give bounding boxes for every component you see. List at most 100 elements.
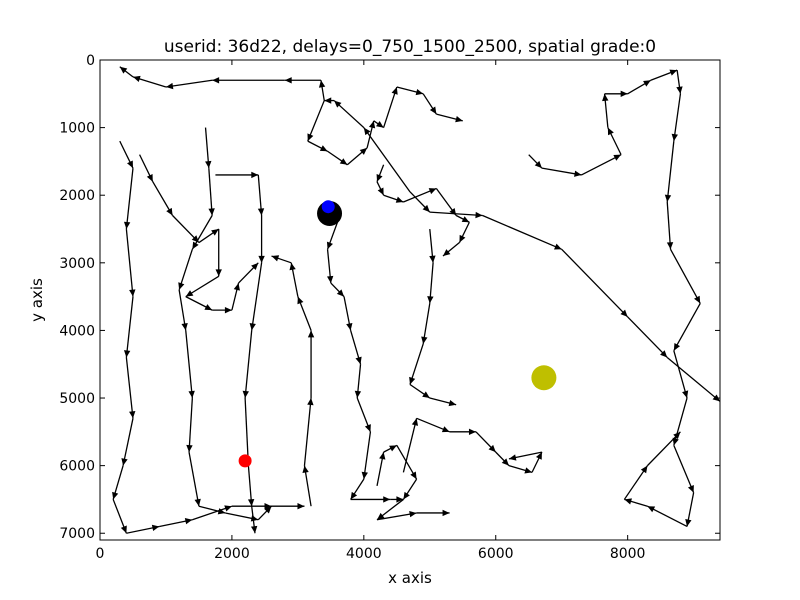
trajectory-arrowhead — [185, 290, 194, 297]
trajectory-segment — [125, 168, 134, 230]
trajectory-arrowhead — [188, 390, 195, 399]
y-tick-label: 0 — [86, 53, 95, 69]
trajectory-arrowhead — [251, 262, 259, 271]
trajectory-arrowhead — [307, 330, 315, 338]
trajectory-arrowhead — [694, 295, 701, 304]
trajectory-arrowhead — [673, 343, 681, 351]
trajectory-arrowhead — [508, 454, 517, 461]
trajectory-arrowhead — [396, 496, 404, 503]
trajectory-segment — [307, 100, 325, 142]
trajectory-segment — [125, 357, 134, 419]
marker-point-blue — [321, 200, 335, 214]
trajectory-arrowhead — [271, 255, 280, 262]
trajectory-segment — [666, 356, 720, 402]
trajectory-arrowhead — [247, 498, 255, 507]
trajectory-arrowhead — [204, 304, 213, 311]
trajectory-arrowhead — [607, 127, 614, 136]
trajectory-arrowhead — [132, 75, 141, 83]
trajectory-arrowhead — [258, 255, 265, 263]
trajectory-segment — [251, 262, 263, 331]
trajectory-segment — [646, 431, 681, 467]
trajectory-arrowhead — [166, 207, 173, 216]
trajectory-segment — [122, 418, 134, 466]
trajectory-arrowhead — [307, 398, 314, 406]
trajectory-arrowhead — [326, 275, 334, 284]
trajectory-arrowhead — [682, 390, 689, 399]
trajectory-arrowhead — [666, 242, 674, 250]
trajectory-segment — [303, 397, 312, 466]
trajectory-arrowhead — [377, 512, 385, 520]
trajectory-segment — [429, 211, 483, 217]
trajectory-arrowhead — [361, 471, 368, 480]
trajectory-arrowhead — [284, 77, 292, 84]
trajectory-arrowhead — [574, 170, 582, 177]
plot-area — [112, 66, 720, 534]
y-tick-label: 6000 — [59, 459, 95, 475]
trajectory-arrowhead — [624, 498, 632, 505]
trajectory-arrowhead — [376, 174, 383, 182]
trajectory-segment — [673, 303, 701, 352]
trajectory-arrowhead — [151, 524, 160, 532]
trajectory-arrowhead — [208, 208, 215, 216]
x-tick-label: 0 — [96, 546, 105, 562]
trajectory-arrowhead — [620, 90, 628, 98]
trajectory-arrowhead — [673, 431, 681, 440]
trajectory-segment — [627, 316, 668, 358]
trajectory-arrowhead — [377, 187, 384, 196]
trajectory-arrowhead — [264, 506, 272, 514]
trajectory-arrowhead — [379, 452, 386, 460]
trajectory-arrowhead — [165, 82, 174, 90]
trajectory-arrowhead — [391, 87, 398, 95]
trajectory-arrowhead — [364, 424, 371, 432]
y-tick-label: 5000 — [59, 391, 95, 407]
y-axis-ticks: 0 1000 2000 3000 4000 5000 6000 7000 — [59, 53, 720, 542]
trajectory-arrowhead — [224, 306, 232, 314]
trajectory-segment — [402, 418, 418, 473]
x-tick-label: 8000 — [610, 546, 646, 562]
trajectory-arrowhead — [368, 120, 376, 129]
trajectory-arrowhead — [403, 491, 410, 500]
trajectory-arrowhead — [448, 399, 457, 407]
trajectory-arrowhead — [363, 127, 371, 136]
trajectory-arrowhead — [383, 496, 391, 503]
trajectory-arrowhead — [251, 171, 259, 179]
trajectory-arrowhead — [129, 411, 136, 419]
trajectory-arrowhead — [178, 282, 185, 290]
trajectory-arrowhead — [676, 86, 683, 94]
x-tick-label: 6000 — [478, 546, 514, 562]
trajectory-arrowhead — [119, 66, 128, 74]
trajectory-arrowhead — [191, 235, 199, 243]
trajectory-arrowhead — [411, 418, 419, 426]
trajectory-arrowhead — [427, 296, 434, 304]
trajectory-arrowhead — [211, 229, 219, 236]
trajectory-arrowhead — [620, 309, 628, 317]
trajectory-segment — [673, 445, 695, 493]
trajectory-segment — [125, 228, 134, 297]
trajectory-arrowhead — [524, 467, 533, 474]
trajectory-segment — [673, 397, 688, 446]
trajectory-segment — [673, 93, 682, 142]
trajectory-arrowhead — [461, 216, 470, 223]
trajectory-arrowhead — [355, 356, 362, 365]
trajectory-arrowhead — [488, 444, 496, 453]
trajectory-segment — [125, 296, 134, 358]
trajectory-segment — [581, 154, 622, 176]
trajectory-arrowhead — [643, 80, 651, 87]
trajectory-segment — [666, 201, 672, 250]
trajectory-arrowhead — [501, 458, 509, 466]
trajectory-segment — [178, 249, 193, 291]
trajectory-arrowhead — [389, 445, 397, 452]
trajectory-arrowhead — [212, 77, 220, 84]
trajectory-arrowhead — [242, 390, 249, 399]
trajectory-arrowhead — [664, 194, 672, 202]
trajectory-arrowhead — [409, 510, 417, 518]
y-tick-label: 1000 — [59, 121, 95, 137]
trajectory-arrowhead — [410, 471, 417, 480]
trajectory-arrowhead — [647, 506, 656, 513]
trajectory-arrowhead — [475, 211, 483, 219]
trajectory-arrowhead — [297, 296, 304, 305]
trajectory-segment — [188, 451, 200, 507]
trajectory-arrowhead — [181, 322, 188, 331]
trajectory-arrowhead — [319, 145, 328, 152]
trajectory-segment — [647, 505, 688, 528]
